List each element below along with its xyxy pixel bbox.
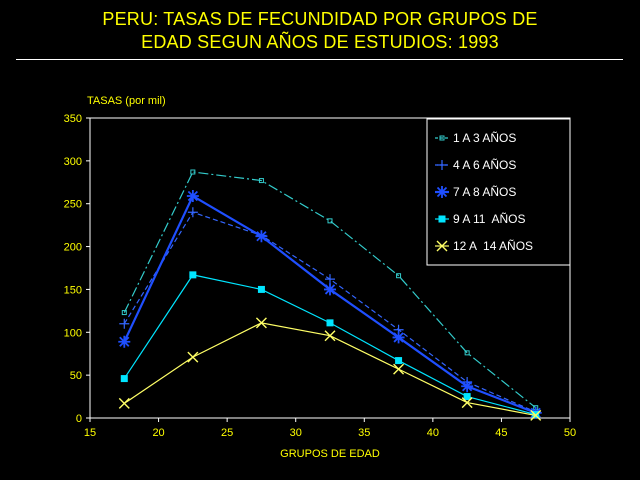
legend-label: 1 A 3 AÑOS [453, 131, 516, 145]
plot-frame [89, 117, 571, 419]
data-point [190, 169, 196, 175]
chart-title: PERU: TASAS DE FECUNDIDAD POR GRUPOS DE … [0, 8, 640, 54]
data-point [530, 409, 542, 421]
y-tick-label: 150 [64, 284, 82, 296]
legend-label: 7 A 8 AÑOS [453, 185, 516, 199]
data-point [396, 273, 402, 279]
y-tick-label: 0 [76, 413, 82, 425]
data-point [461, 380, 474, 393]
x-tick-label: 45 [495, 427, 507, 439]
data-point [187, 207, 198, 218]
data-point [255, 317, 267, 329]
y-tick-label: 100 [64, 327, 82, 339]
y-tick-label: 250 [64, 199, 82, 211]
data-point [118, 335, 131, 348]
data-point [395, 357, 403, 365]
data-point [326, 319, 334, 327]
data-point [186, 190, 199, 202]
series-3 [118, 190, 542, 419]
series-5 [118, 317, 542, 421]
legend-item: 7 A 8 AÑOS [435, 185, 516, 199]
data-point [118, 397, 130, 409]
x-axis-label: GRUPOS DE EDAD [280, 448, 380, 460]
legend-marker [436, 186, 448, 198]
data-point [464, 350, 470, 356]
y-tick-label: 350 [64, 113, 82, 125]
data-point [257, 285, 265, 293]
series-line [123, 274, 536, 416]
y-tick-label: 300 [64, 156, 82, 168]
data-point [461, 397, 473, 409]
legend-label: 4 A 6 AÑOS [453, 158, 516, 172]
x-tick-label: 15 [84, 427, 96, 439]
data-point [393, 363, 405, 375]
legend-item: 4 A 6 AÑOS [435, 158, 516, 172]
data-point [121, 310, 127, 316]
data-point [324, 283, 336, 296]
legend-label: 12 A 14 AÑOS [453, 239, 533, 253]
legend-box [426, 118, 571, 266]
x-tick-label: 25 [221, 427, 233, 439]
chart-title-line2: EDAD SEGUN AÑOS DE ESTUDIOS: 1993 [141, 32, 499, 52]
x-tick-label: 30 [290, 427, 302, 439]
legend-item: 12 A 14 AÑOS [435, 239, 533, 253]
x-tick-label: 50 [564, 427, 576, 439]
legend-item: 1 A 3 AÑOS [435, 131, 516, 145]
x-tick-label: 35 [358, 427, 370, 439]
data-point [189, 271, 197, 279]
data-point [120, 375, 128, 383]
y-tick-label: 50 [70, 370, 82, 382]
data-point [392, 331, 405, 344]
data-point [324, 330, 336, 342]
chart-title-line1: PERU: TASAS DE FECUNDIDAD POR GRUPOS DE [102, 9, 538, 29]
title-divider [16, 59, 623, 60]
legend-marker [436, 240, 448, 252]
legend-marker [437, 160, 447, 170]
data-point [463, 393, 471, 401]
legend-marker [438, 215, 446, 223]
y-axis-label: TASAS (por mil) [87, 95, 166, 107]
data-point [119, 318, 130, 329]
data-point [325, 274, 335, 285]
series-line [123, 322, 536, 417]
legend-label: 9 A 11 AÑOS [453, 212, 526, 226]
y-tick-label: 200 [64, 242, 82, 254]
data-point [327, 218, 333, 224]
data-point [187, 351, 199, 363]
legend-item: 9 A 11 AÑOS [435, 212, 526, 226]
data-point [258, 178, 264, 184]
x-tick-label: 40 [427, 427, 439, 439]
legend-marker [439, 135, 445, 141]
data-point [255, 230, 268, 243]
x-tick-label: 20 [152, 427, 164, 439]
